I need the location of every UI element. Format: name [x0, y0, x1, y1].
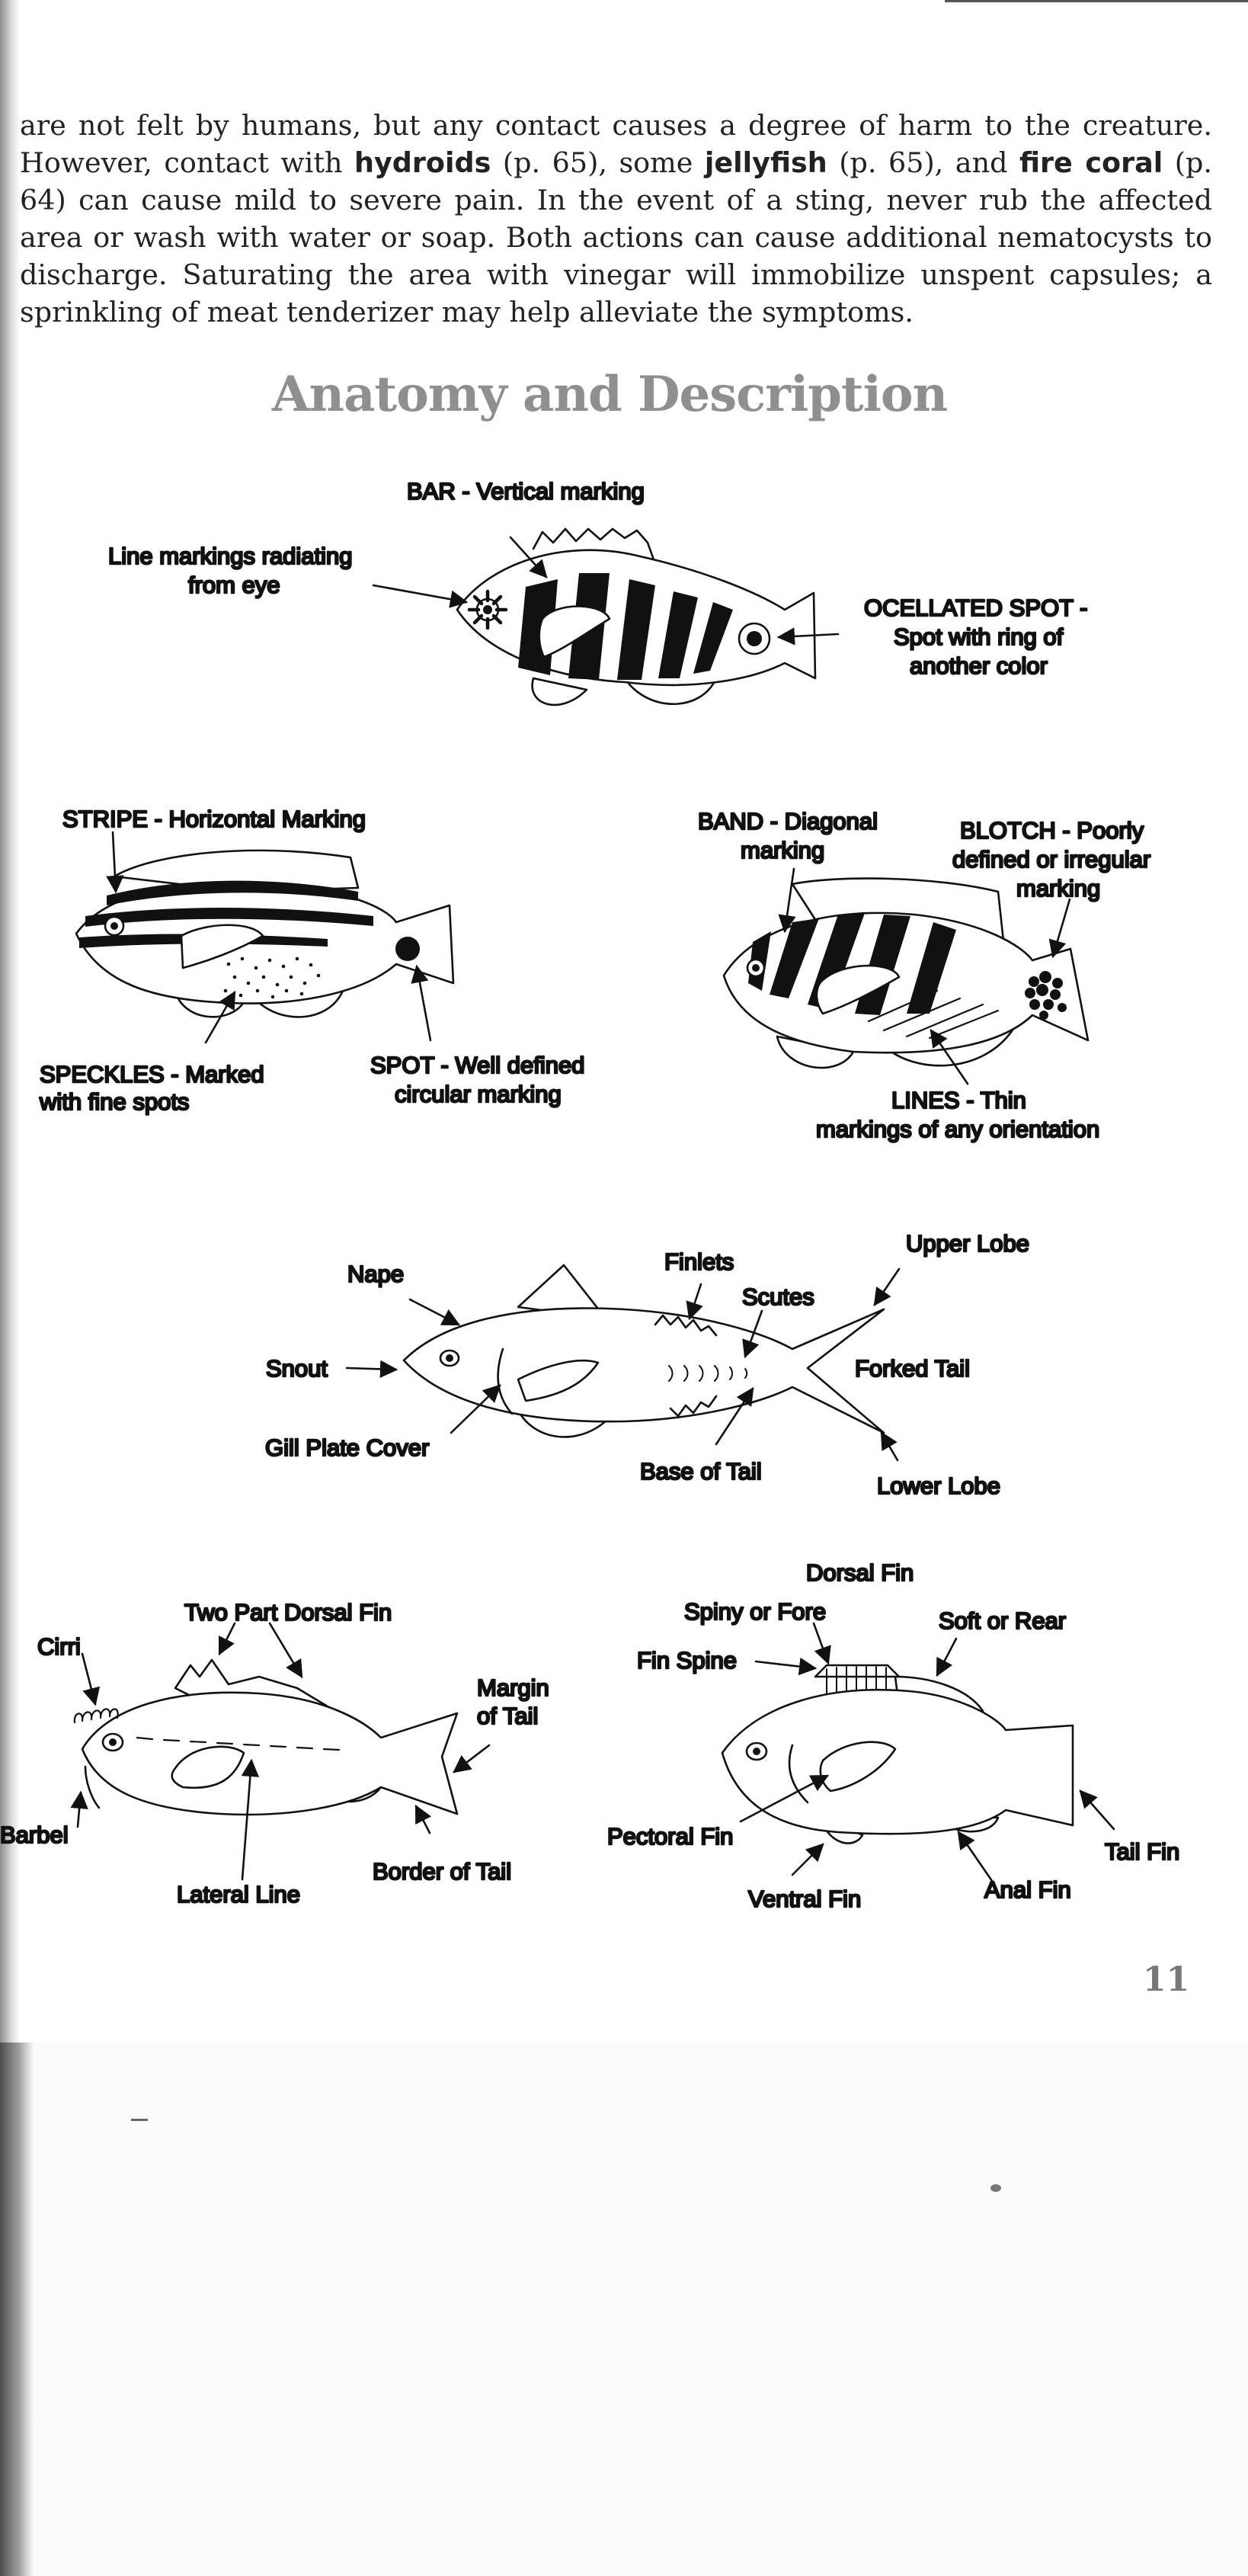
label-spot-2: circular marking — [395, 1081, 562, 1107]
label-barbel: Barbel — [0, 1821, 69, 1848]
label-tail-fin: Tail Fin — [1105, 1838, 1179, 1865]
stray-dot — [990, 2184, 1001, 2192]
label-upper-lobe: Upper Lobe — [906, 1230, 1029, 1257]
label-cirri: Cirri — [37, 1633, 81, 1660]
label-speckles-2: with fine spots — [39, 1088, 189, 1115]
label-margin-of-tail-1: Margin — [477, 1674, 549, 1701]
label-soft-or-rear: Soft or Rear — [939, 1607, 1066, 1634]
fish-figure-stripes — [75, 831, 455, 1044]
fish-figure-bars — [372, 527, 840, 706]
stray-mark — [131, 2119, 148, 2121]
label-lateral-line: Lateral Line — [177, 1881, 300, 1908]
label-ocellated-2: Spot with ring of — [894, 623, 1064, 650]
label-snout: Snout — [266, 1355, 328, 1382]
label-spiny-or-fore: Spiny or Fore — [684, 1598, 826, 1625]
term-jellyfish: jellyfish — [704, 146, 827, 179]
label-speckles-1: SPECKLES - Marked — [40, 1061, 264, 1088]
label-dorsal-fin: Dorsal Fin — [806, 1559, 914, 1586]
label-lines-1: LINES - Thin — [891, 1087, 1026, 1113]
blotch-mark — [1025, 971, 1067, 1020]
fish-figure-dorsal-fins — [721, 1622, 1115, 1882]
label-band-2: marking — [741, 837, 824, 863]
label-blotch-2: defined or irregular — [952, 846, 1150, 873]
top-edge-line — [945, 0, 1248, 2]
label-lower-lobe: Lower Lobe — [877, 1472, 1000, 1499]
section-title: Anatomy and Description — [271, 366, 948, 423]
label-border-of-tail: Border of Tail — [373, 1858, 511, 1885]
page-number: 11 — [1143, 1960, 1190, 1999]
label-anal-fin: Anal Fin — [984, 1876, 1071, 1903]
intro-paragraph: are not felt by humans, but any contact … — [20, 109, 1212, 328]
lower-gutter-shadow — [0, 2043, 34, 2576]
label-two-part-dorsal-fin: Two Part Dorsal Fin — [184, 1599, 392, 1626]
label-scutes: Scutes — [742, 1283, 814, 1310]
label-ocellated-1: OCELLATED SPOT - — [864, 594, 1087, 621]
label-finlets: Finlets — [664, 1248, 734, 1275]
label-stripe: STRIPE - Horizontal Marking — [62, 806, 366, 832]
label-gill-plate-cover: Gill Plate Cover — [265, 1434, 429, 1461]
label-blotch-1: BLOTCH - Poorly — [960, 817, 1144, 844]
term-hydroids: hydroids — [354, 146, 491, 179]
label-base-of-tail: Base of Tail — [640, 1458, 762, 1485]
label-fin-spine: Fin Spine — [637, 1647, 737, 1674]
label-spot-1: SPOT - Well defined — [370, 1052, 584, 1078]
label-radiating-2: from eye — [188, 572, 280, 598]
label-band-1: BAND - Diagonal — [698, 808, 878, 835]
speckle-dots — [223, 956, 321, 999]
label-bar: BAR - Vertical marking — [407, 478, 645, 505]
term-fire-coral: fire coral — [1019, 146, 1163, 179]
label-lines-2: markings of any orientation — [816, 1116, 1099, 1142]
fish-figure-grouper — [70, 1622, 491, 1881]
label-radiating-1: Line markings radiating — [108, 543, 353, 569]
label-pectoral-fin: Pectoral Fin — [607, 1823, 733, 1850]
fish-anatomy-illustrations: BAR - Vertical marking Line markings rad… — [0, 477, 1181, 1914]
label-margin-of-tail-2: of Tail — [477, 1703, 538, 1729]
fish-figure-bands — [722, 867, 1090, 1085]
fish-figure-forked-tail — [345, 1264, 901, 1462]
label-ocellated-3: another color — [910, 652, 1048, 679]
label-forked-tail: Forked Tail — [855, 1355, 970, 1382]
label-nape: Nape — [347, 1261, 404, 1287]
label-blotch-3: marking — [1016, 875, 1100, 902]
label-ventral-fin: Ventral Fin — [748, 1886, 861, 1912]
